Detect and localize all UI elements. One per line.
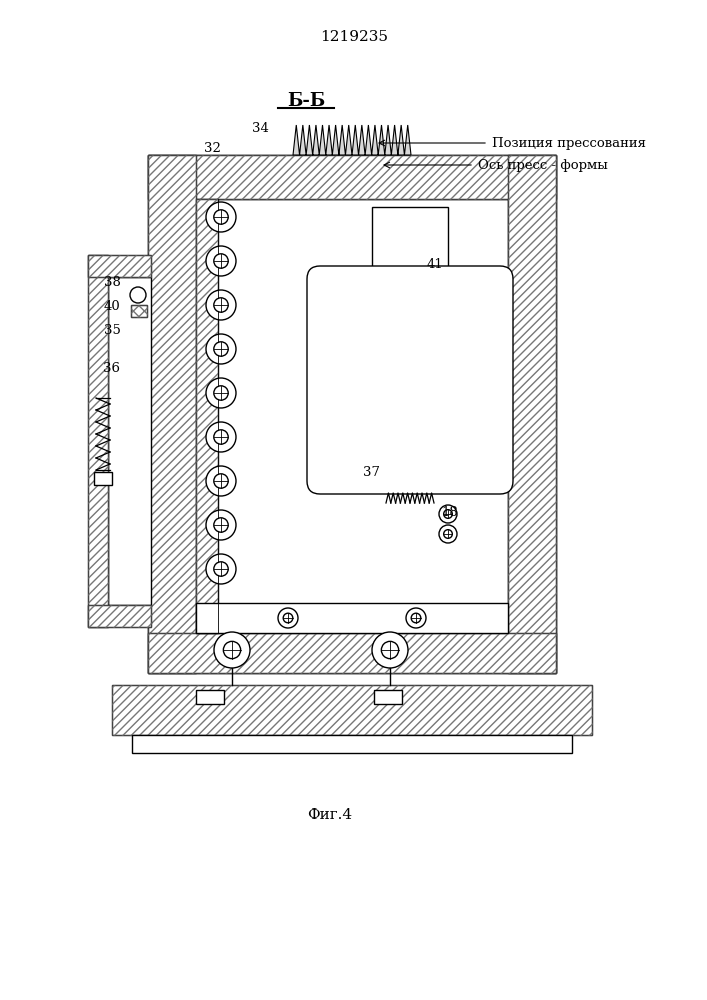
Circle shape	[444, 530, 452, 538]
Bar	[196, 199, 218, 633]
Circle shape	[214, 518, 228, 532]
Bar	[148, 633, 556, 673]
Circle shape	[214, 298, 228, 312]
Circle shape	[206, 334, 236, 364]
Bar	[88, 255, 108, 627]
Bar	[108, 277, 151, 605]
Text: 34: 34	[252, 121, 269, 134]
Circle shape	[214, 632, 250, 668]
Circle shape	[411, 613, 421, 623]
Polygon shape	[293, 125, 411, 155]
Circle shape	[439, 505, 457, 523]
Text: Б-Б: Б-Б	[287, 92, 325, 110]
Text: 41: 41	[426, 258, 443, 271]
Bar	[508, 155, 556, 673]
FancyBboxPatch shape	[307, 266, 513, 494]
Bar	[88, 255, 151, 277]
Circle shape	[223, 641, 240, 659]
Text: Позиция прессования: Позиция прессования	[492, 136, 646, 149]
Bar	[196, 603, 508, 633]
Bar	[88, 255, 108, 627]
Circle shape	[214, 342, 228, 356]
Bar	[131, 305, 147, 317]
Text: 37: 37	[363, 466, 380, 479]
Circle shape	[206, 202, 236, 232]
Circle shape	[381, 641, 399, 659]
Bar	[372, 207, 448, 287]
Bar	[196, 199, 508, 633]
Circle shape	[284, 613, 293, 623]
Text: Фиг.4: Фиг.4	[308, 808, 353, 822]
Text: 18: 18	[442, 506, 458, 518]
Circle shape	[214, 474, 228, 488]
Circle shape	[214, 210, 228, 224]
Circle shape	[372, 632, 408, 668]
Bar	[131, 305, 147, 317]
Bar	[148, 155, 196, 673]
Bar	[508, 155, 556, 673]
Circle shape	[214, 386, 228, 400]
Bar	[88, 255, 151, 277]
Bar	[196, 690, 224, 704]
Bar	[132, 735, 572, 753]
Circle shape	[214, 430, 228, 444]
Text: Ось пресс - формы: Ось пресс - формы	[478, 158, 608, 172]
Text: 38: 38	[103, 276, 120, 290]
Circle shape	[406, 608, 426, 628]
Text: 40: 40	[104, 300, 120, 314]
Bar	[148, 155, 196, 673]
Text: 1219235: 1219235	[320, 30, 388, 44]
Bar	[148, 633, 556, 673]
Bar	[88, 605, 151, 627]
Circle shape	[206, 466, 236, 496]
Circle shape	[214, 562, 228, 576]
Circle shape	[214, 254, 228, 268]
Circle shape	[206, 290, 236, 320]
Bar	[88, 605, 151, 627]
Circle shape	[278, 608, 298, 628]
Circle shape	[130, 287, 146, 303]
Circle shape	[206, 554, 236, 584]
Bar	[196, 199, 218, 633]
Circle shape	[206, 422, 236, 452]
Bar	[112, 685, 592, 735]
Circle shape	[206, 378, 236, 408]
Bar	[94, 472, 112, 485]
Bar	[374, 690, 402, 704]
Text: 36: 36	[103, 361, 120, 374]
Circle shape	[206, 246, 236, 276]
Bar	[148, 155, 556, 673]
Text: 32: 32	[204, 141, 221, 154]
Bar	[148, 155, 556, 199]
Bar	[148, 155, 556, 199]
Text: 35: 35	[103, 324, 120, 336]
Circle shape	[439, 525, 457, 543]
Bar	[112, 685, 592, 735]
Circle shape	[206, 510, 236, 540]
Circle shape	[444, 510, 452, 518]
